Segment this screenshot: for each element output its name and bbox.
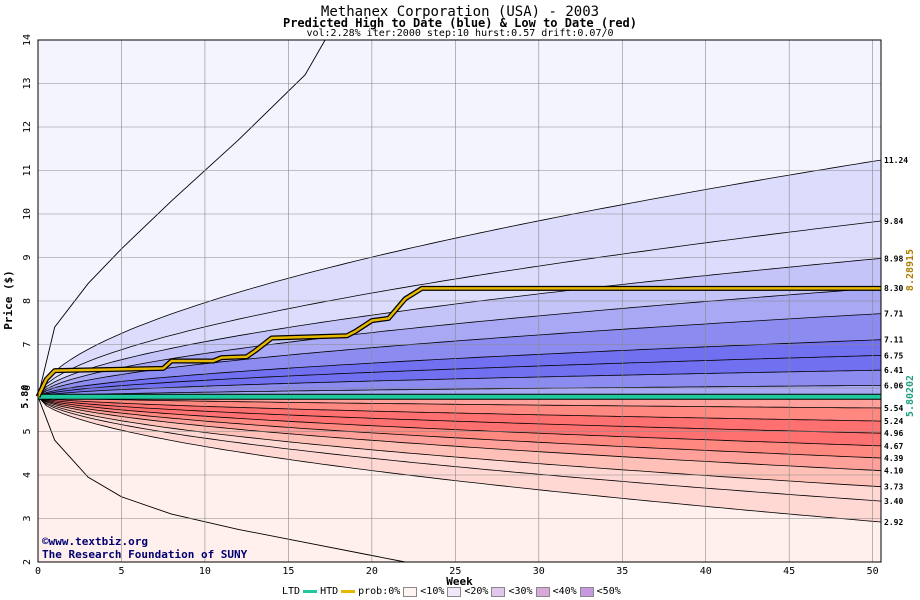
envelope-curve-3.73 <box>37 396 882 488</box>
envelope-curve-4.67 <box>37 396 882 447</box>
outer-curve-min <box>37 396 406 563</box>
end-label: 5.54 <box>884 404 903 413</box>
legend: LTD HTD prob:0% <10% <20% <30% <40% <50% <box>282 586 621 597</box>
legend-40-label: <40% <box>552 586 577 597</box>
legend-swatch-30 <box>535 586 550 597</box>
end-label: 5.24 <box>884 417 903 426</box>
series-lines <box>35 285 881 400</box>
chart-parameters: vol:2.28% iter:2000 step:10 hurst:0.57 d… <box>306 28 614 39</box>
x-tick-label: 50 <box>867 566 879 577</box>
y-tick-label: 8 <box>22 298 33 304</box>
y-tick-label: 11 <box>22 164 33 176</box>
end-label: 6.75 <box>884 351 903 360</box>
legend-swatch-10 <box>447 586 462 597</box>
y-tick-label: 13 <box>22 77 33 89</box>
y-tick-label: 7 <box>22 341 33 347</box>
legend-swatch-20 <box>491 586 506 597</box>
y-tick-label: 14 <box>22 34 33 46</box>
end-label: 4.10 <box>884 467 903 476</box>
y-tick-label: 5 <box>22 428 33 434</box>
htd-line <box>36 287 881 398</box>
end-label: 9.84 <box>884 217 903 226</box>
legend-20-label: <20% <box>464 586 489 597</box>
end-label: 4.96 <box>884 429 903 438</box>
envelope-curve-4.96 <box>37 396 882 434</box>
plot-frame <box>37 39 882 563</box>
x-tick-label: 30 <box>533 566 545 577</box>
y-tick-label: 4 <box>22 472 33 478</box>
end-label: 7.71 <box>884 310 903 319</box>
chart-subtitle: Predicted High to Date (blue) & Low to D… <box>282 16 637 30</box>
y-tick-label: 6 <box>22 385 33 391</box>
x-tick-label: 15 <box>282 566 294 577</box>
legend-swatch-40 <box>579 586 594 597</box>
end-label: 8.30 <box>884 284 903 293</box>
y-tick-label: 9 <box>22 254 33 260</box>
end-label: 3.73 <box>884 483 903 492</box>
legend-prob-label: prob:0% <box>358 586 401 597</box>
outer-curve-max <box>37 39 326 397</box>
envelope-curve-9.84 <box>37 220 882 397</box>
envelope-curve-6.06 <box>37 385 882 398</box>
chart-title: Methanex Corporation (USA) - 2003 <box>320 4 600 20</box>
y-tick-label: 12 <box>22 121 33 133</box>
envelope-curve-7.11 <box>37 339 882 398</box>
x-tick-label: 35 <box>616 566 628 577</box>
y-tick-label: 3 <box>22 515 33 521</box>
end-label: 8.98 <box>884 254 903 263</box>
envelope-curve-8.98 <box>37 258 882 397</box>
x-tick-label: 40 <box>700 566 712 577</box>
envelope-curve-4.10 <box>37 396 882 472</box>
envelope-curves <box>37 39 882 563</box>
x-tick-label: 25 <box>449 566 461 577</box>
legend-ltd-swatch <box>303 590 318 593</box>
end-label: 2.92 <box>884 518 903 527</box>
credit-organization: The Research Foundation of SUNY <box>42 548 248 561</box>
legend-htd-label: HTD <box>320 586 339 597</box>
x-tick-label: 10 <box>199 566 211 577</box>
legend-50-label: <50% <box>596 586 621 597</box>
envelope-curve-5.24 <box>37 396 882 422</box>
envelope-curve-3.40 <box>37 396 882 502</box>
end-label: 4.67 <box>884 442 903 451</box>
envelope-curve-7.71 <box>37 313 882 398</box>
end-value-labels: 6.06 6.41 6.75 7.11 7.71 8.30 8.98 9.84 11.24 5.5… <box>884 156 916 527</box>
legend-30-label: <30% <box>508 586 533 597</box>
legend-10-label: <10% <box>420 586 445 597</box>
y-tick-label: 10 <box>22 208 33 220</box>
start-price-label: 5.80 <box>20 385 31 409</box>
x-tick-label: 0 <box>35 566 41 577</box>
envelope-curve-4.39 <box>37 396 882 459</box>
envelope-curve-8.30 <box>37 287 882 397</box>
axis-labels: 0 5 10 15 20 25 30 35 40 45 50234567891011121314We… <box>2 34 879 588</box>
x-axis-title: Week <box>446 575 473 588</box>
x-tick-label: 45 <box>783 566 795 577</box>
htd-final-label: 8.28915 <box>905 249 916 291</box>
envelope-curve-5.54 <box>37 396 882 409</box>
ltd-final-label: 5.80202 <box>905 375 916 417</box>
envelope-curve-6.75 <box>37 355 882 398</box>
end-label: 3.40 <box>884 497 903 506</box>
end-label: 7.11 <box>884 336 903 345</box>
y-axis-title: Price ($) <box>2 270 15 330</box>
x-tick-label: 20 <box>366 566 378 577</box>
envelope-curve-6.41 <box>37 369 882 398</box>
envelope-curve-11.24 <box>37 159 882 397</box>
end-label: 6.06 <box>884 381 903 390</box>
x-tick-label: 5 <box>118 566 124 577</box>
end-label: 6.41 <box>884 366 903 375</box>
y-tick-label: 2 <box>22 559 33 565</box>
legend-htd-swatch <box>341 590 356 593</box>
legend-swatch-0 <box>403 586 418 597</box>
end-label: 4.39 <box>884 454 903 463</box>
credit-site: ©www.textbiz.org <box>42 535 148 548</box>
legend-ltd-label: LTD <box>282 586 301 597</box>
end-label: 11.24 <box>884 156 908 165</box>
envelope-curve-2.92 <box>37 396 882 523</box>
